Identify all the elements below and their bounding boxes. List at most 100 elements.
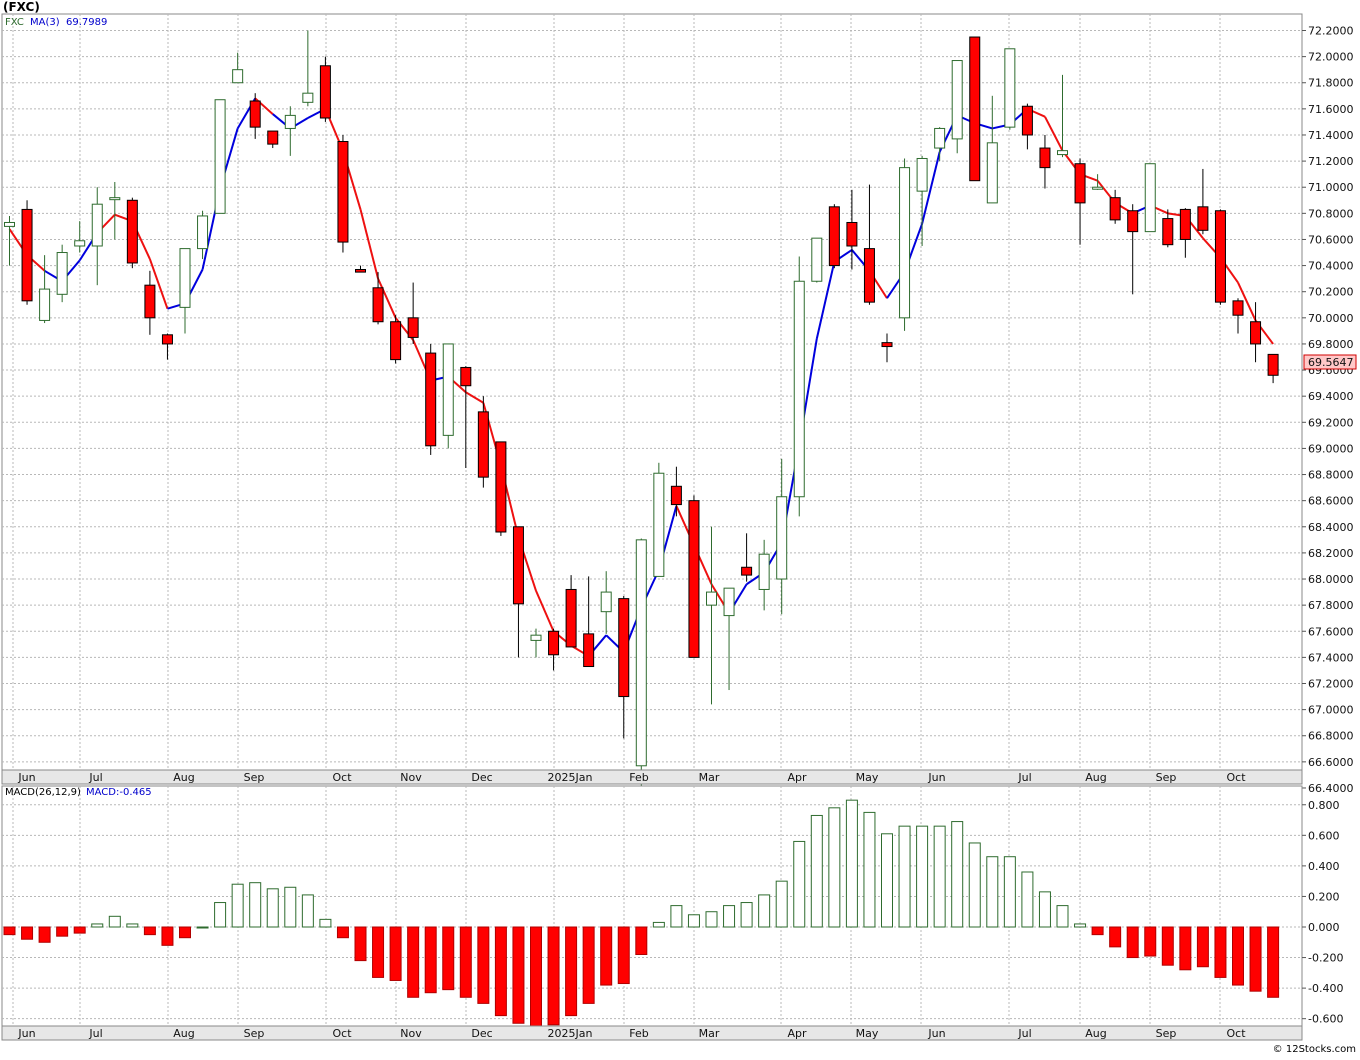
macd-bar-negative bbox=[1179, 926, 1192, 971]
candle-up bbox=[758, 539, 770, 611]
ma-segment bbox=[359, 209, 380, 279]
price-ytick-label: 68.8000 bbox=[1308, 469, 1354, 482]
candle-up bbox=[811, 237, 823, 283]
candle-body bbox=[39, 288, 51, 321]
candle-up bbox=[653, 462, 665, 577]
macd-bar-positive bbox=[951, 821, 964, 928]
macd-bar-positive bbox=[881, 833, 893, 928]
macd-ytick-label: -0.200 bbox=[1308, 952, 1343, 965]
candle-body bbox=[74, 240, 86, 247]
candle-body bbox=[249, 100, 261, 128]
candle-up bbox=[91, 187, 103, 286]
price-ytick-label: 66.4000 bbox=[1308, 782, 1354, 795]
macd-bar-positive bbox=[1021, 871, 1034, 928]
candle-body bbox=[477, 411, 489, 478]
candle-down bbox=[863, 184, 875, 305]
footer-credit: © 12Stocks.com bbox=[1273, 1044, 1356, 1055]
candle-up bbox=[74, 221, 86, 253]
price-xtick-label: Sep bbox=[1156, 771, 1177, 784]
candle-body bbox=[495, 441, 507, 533]
macd-bar-positive bbox=[775, 880, 788, 928]
ma-segment bbox=[1044, 116, 1064, 152]
candle-body bbox=[337, 141, 349, 243]
candle-down bbox=[1162, 209, 1174, 248]
price-ytick-label: 66.8000 bbox=[1308, 730, 1354, 743]
macd-bar-negative bbox=[354, 926, 367, 962]
macd-bar-negative bbox=[600, 926, 613, 986]
candle-body bbox=[126, 199, 138, 264]
candle-up bbox=[39, 255, 51, 324]
candle-body bbox=[56, 252, 68, 295]
candle-up bbox=[776, 458, 788, 615]
macd-xtick-label: Apr bbox=[787, 1027, 807, 1040]
candle-body bbox=[1232, 300, 1244, 316]
price-ytick-label: 72.2000 bbox=[1308, 25, 1354, 38]
candle-up bbox=[635, 538, 647, 792]
candle-body bbox=[372, 287, 384, 323]
price-ytick-label: 71.8000 bbox=[1308, 77, 1354, 90]
macd-bar-negative bbox=[73, 926, 86, 934]
price-xtick-label: Aug bbox=[1085, 771, 1106, 784]
price-y-axis: 72.2000 72.0000 71.8000 71.6000 71.4000 71.20… bbox=[1302, 25, 1354, 795]
candle-down bbox=[460, 366, 472, 469]
macd-bar-negative bbox=[56, 926, 69, 937]
candle-up bbox=[951, 60, 963, 154]
macd-bar-positive bbox=[1074, 923, 1087, 928]
macd-bar-negative bbox=[512, 926, 525, 1024]
macd-xtick-label: Dec bbox=[471, 1027, 492, 1040]
macd-bar-positive bbox=[266, 888, 279, 928]
macd-ytick-label: -0.600 bbox=[1308, 1013, 1343, 1026]
ma-segment bbox=[921, 151, 941, 225]
candle-up bbox=[793, 256, 805, 517]
candle-body bbox=[267, 130, 279, 145]
price-ytick-label: 69.0000 bbox=[1308, 442, 1354, 455]
price-xtick-label: Oct bbox=[1226, 771, 1246, 784]
candle-up bbox=[1092, 174, 1104, 190]
candle-body bbox=[600, 591, 612, 613]
candle-down bbox=[828, 204, 840, 269]
price-xtick-label: Sep bbox=[244, 771, 265, 784]
candle-body bbox=[407, 317, 419, 338]
macd-bar-negative bbox=[617, 926, 630, 985]
macd-xtick-label: Jun bbox=[17, 1027, 35, 1040]
price-x-axis: Jun Jul Aug Sep Oct Nov Dec 2025Jan Feb Mar Apr May… bbox=[17, 771, 1246, 784]
price-plot-frame bbox=[1, 13, 1303, 771]
macd-bar-negative bbox=[1144, 926, 1157, 957]
candle-body bbox=[635, 539, 647, 767]
candle-body bbox=[91, 203, 103, 247]
macd-bar-positive bbox=[108, 915, 121, 928]
macd-bar-negative bbox=[179, 926, 191, 939]
candle-down bbox=[670, 466, 682, 517]
macd-bar-negative bbox=[494, 926, 507, 1017]
ma-segment bbox=[815, 261, 836, 339]
price-ytick-label: 67.8000 bbox=[1308, 599, 1354, 612]
candle-body bbox=[302, 92, 314, 103]
candle-body bbox=[618, 598, 630, 698]
macd-bar-negative bbox=[547, 926, 560, 1026]
price-ytick-label: 70.0000 bbox=[1308, 312, 1354, 325]
candle-body bbox=[565, 588, 577, 648]
price-ytick-label: 66.6000 bbox=[1308, 756, 1354, 769]
ma-segment bbox=[1237, 282, 1257, 321]
macd-ytick-label: 0.600 bbox=[1308, 829, 1340, 842]
candle-down bbox=[1127, 204, 1139, 295]
candle-down bbox=[319, 56, 331, 122]
candle-down bbox=[1232, 298, 1244, 334]
candle-body bbox=[846, 221, 858, 247]
macd-bar-negative bbox=[407, 926, 420, 998]
candle-down bbox=[407, 282, 419, 344]
macd-label: MACD(26,12,9) bbox=[5, 787, 81, 798]
macd-ytick-label: 0.000 bbox=[1308, 921, 1340, 934]
candle-body bbox=[741, 566, 753, 576]
candle-body bbox=[179, 248, 191, 308]
candle-up bbox=[197, 210, 209, 260]
macd-bar-positive bbox=[933, 825, 946, 928]
price-ytick-label: 68.0000 bbox=[1308, 573, 1354, 586]
candle-body bbox=[460, 366, 472, 387]
macd-ytick-label: 0.800 bbox=[1308, 799, 1340, 812]
price-xtick-label: Nov bbox=[400, 771, 422, 784]
macd-bar-negative bbox=[442, 926, 455, 991]
macd-xtick-label: May bbox=[856, 1027, 879, 1040]
candle-body bbox=[214, 99, 226, 214]
